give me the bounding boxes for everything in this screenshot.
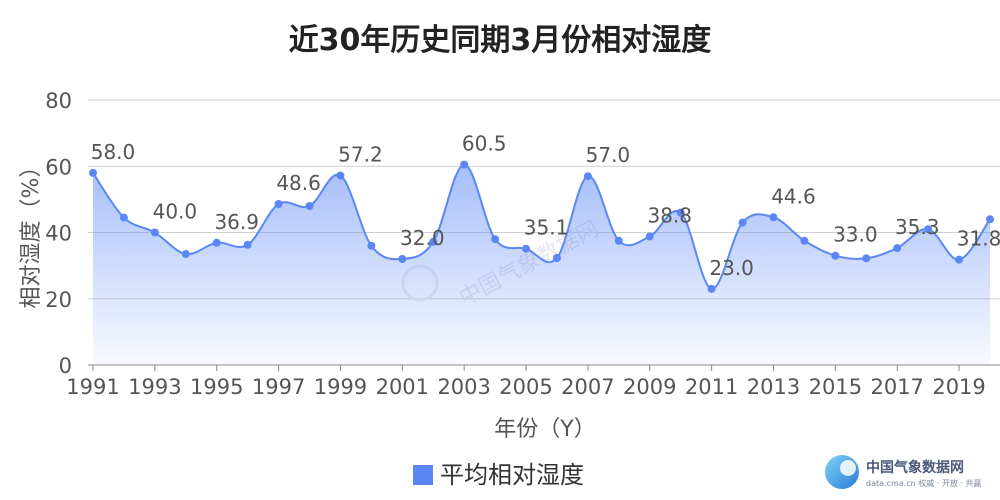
data-point[interactable] xyxy=(893,244,902,253)
y-tick-label: 0 xyxy=(59,354,72,378)
x-axis-label: 年份（Y） xyxy=(494,417,595,442)
data-point[interactable] xyxy=(614,236,623,245)
data-label: 40.0 xyxy=(153,200,198,224)
y-axis-ticks: 0 20 40 60 80 xyxy=(45,89,72,378)
data-point[interactable] xyxy=(398,255,407,263)
brand-name: 中国气象数据网 xyxy=(866,459,964,476)
x-tick-label: 2009 xyxy=(623,375,676,399)
data-labels: 58.0 40.0 36.9 48.6 57.2 32.0 60.5 35.1 57.0 38.8… xyxy=(91,132,1000,280)
data-point[interactable] xyxy=(769,213,778,222)
brand-subtitle: data.cma.cn 权威 · 开放 · 共赢 xyxy=(866,478,981,488)
data-point[interactable] xyxy=(429,237,438,246)
data-point[interactable] xyxy=(150,228,159,237)
data-point[interactable] xyxy=(800,236,809,245)
legend-label: 平均相对湿度 xyxy=(440,461,584,489)
data-point[interactable] xyxy=(181,250,190,259)
x-tick-label: 2019 xyxy=(932,375,985,399)
data-point[interactable] xyxy=(552,254,561,263)
data-label: 57.2 xyxy=(338,143,383,167)
y-tick-label: 20 xyxy=(45,288,72,312)
x-tick-label: 1997 xyxy=(252,375,305,399)
x-tick-label: 1993 xyxy=(128,375,181,399)
data-point[interactable] xyxy=(212,238,221,247)
y-axis-label: 相对湿度（%） xyxy=(19,156,44,309)
data-point[interactable] xyxy=(274,200,283,209)
x-tick-label: 2013 xyxy=(747,375,800,399)
y-tick-label: 80 xyxy=(45,89,72,113)
data-label: 38.8 xyxy=(647,203,692,227)
data-point[interactable] xyxy=(119,213,128,222)
data-label: 32.0 xyxy=(400,226,445,250)
chart-title: 近30年历史同期3月份相对湿度 xyxy=(289,23,712,58)
legend-swatch xyxy=(413,465,433,485)
data-point[interactable] xyxy=(491,235,500,244)
data-point[interactable] xyxy=(924,225,933,234)
data-label: 48.6 xyxy=(276,171,321,195)
data-label: 31.8 xyxy=(957,227,1000,251)
area-fill xyxy=(93,164,990,365)
data-point[interactable] xyxy=(336,171,345,180)
data-label: 44.6 xyxy=(771,184,816,208)
legend[interactable]: 平均相对湿度 xyxy=(413,461,584,489)
x-tick-label: 2005 xyxy=(499,375,552,399)
x-tick-label: 2017 xyxy=(870,375,923,399)
x-tick-label: 2015 xyxy=(809,375,862,399)
data-point[interactable] xyxy=(738,218,747,227)
x-tick-label: 2007 xyxy=(561,375,614,399)
data-point[interactable] xyxy=(89,168,97,177)
data-label: 58.0 xyxy=(91,140,136,164)
x-tick-label: 1999 xyxy=(314,375,367,399)
data-point[interactable] xyxy=(831,251,840,260)
y-tick-label: 40 xyxy=(45,222,72,246)
x-tick-label: 2011 xyxy=(685,375,738,399)
brand-mark: 中国气象数据网 data.cma.cn 权威 · 开放 · 共赢 xyxy=(825,455,981,489)
x-tick-label: 1995 xyxy=(190,375,243,399)
data-point[interactable] xyxy=(862,254,871,263)
x-tick-label: 2001 xyxy=(376,375,429,399)
data-point[interactable] xyxy=(955,255,964,264)
data-label: 60.5 xyxy=(462,132,507,156)
data-point[interactable] xyxy=(707,284,716,293)
x-tick-label: 1991 xyxy=(66,375,119,399)
data-point[interactable] xyxy=(583,172,592,181)
data-point[interactable] xyxy=(676,208,685,217)
data-label: 33.0 xyxy=(833,223,878,247)
x-tick-label: 2003 xyxy=(437,375,490,399)
data-point[interactable] xyxy=(522,244,531,253)
data-point[interactable] xyxy=(460,160,469,169)
data-point[interactable] xyxy=(367,241,376,250)
data-label: 35.1 xyxy=(524,216,569,240)
y-tick-label: 60 xyxy=(45,155,72,179)
data-label: 35.3 xyxy=(895,215,940,239)
data-points xyxy=(89,160,994,293)
data-point[interactable] xyxy=(645,232,654,241)
data-point[interactable] xyxy=(243,240,252,249)
data-label: 36.9 xyxy=(214,210,259,234)
data-point[interactable] xyxy=(986,215,994,224)
data-label: 57.0 xyxy=(586,143,631,167)
data-label: 23.0 xyxy=(709,256,754,280)
data-point[interactable] xyxy=(305,202,314,210)
x-axis-ticks: 1991 1993 1995 1997 1999 2001 2003 2005 2007 2009… xyxy=(66,365,986,399)
